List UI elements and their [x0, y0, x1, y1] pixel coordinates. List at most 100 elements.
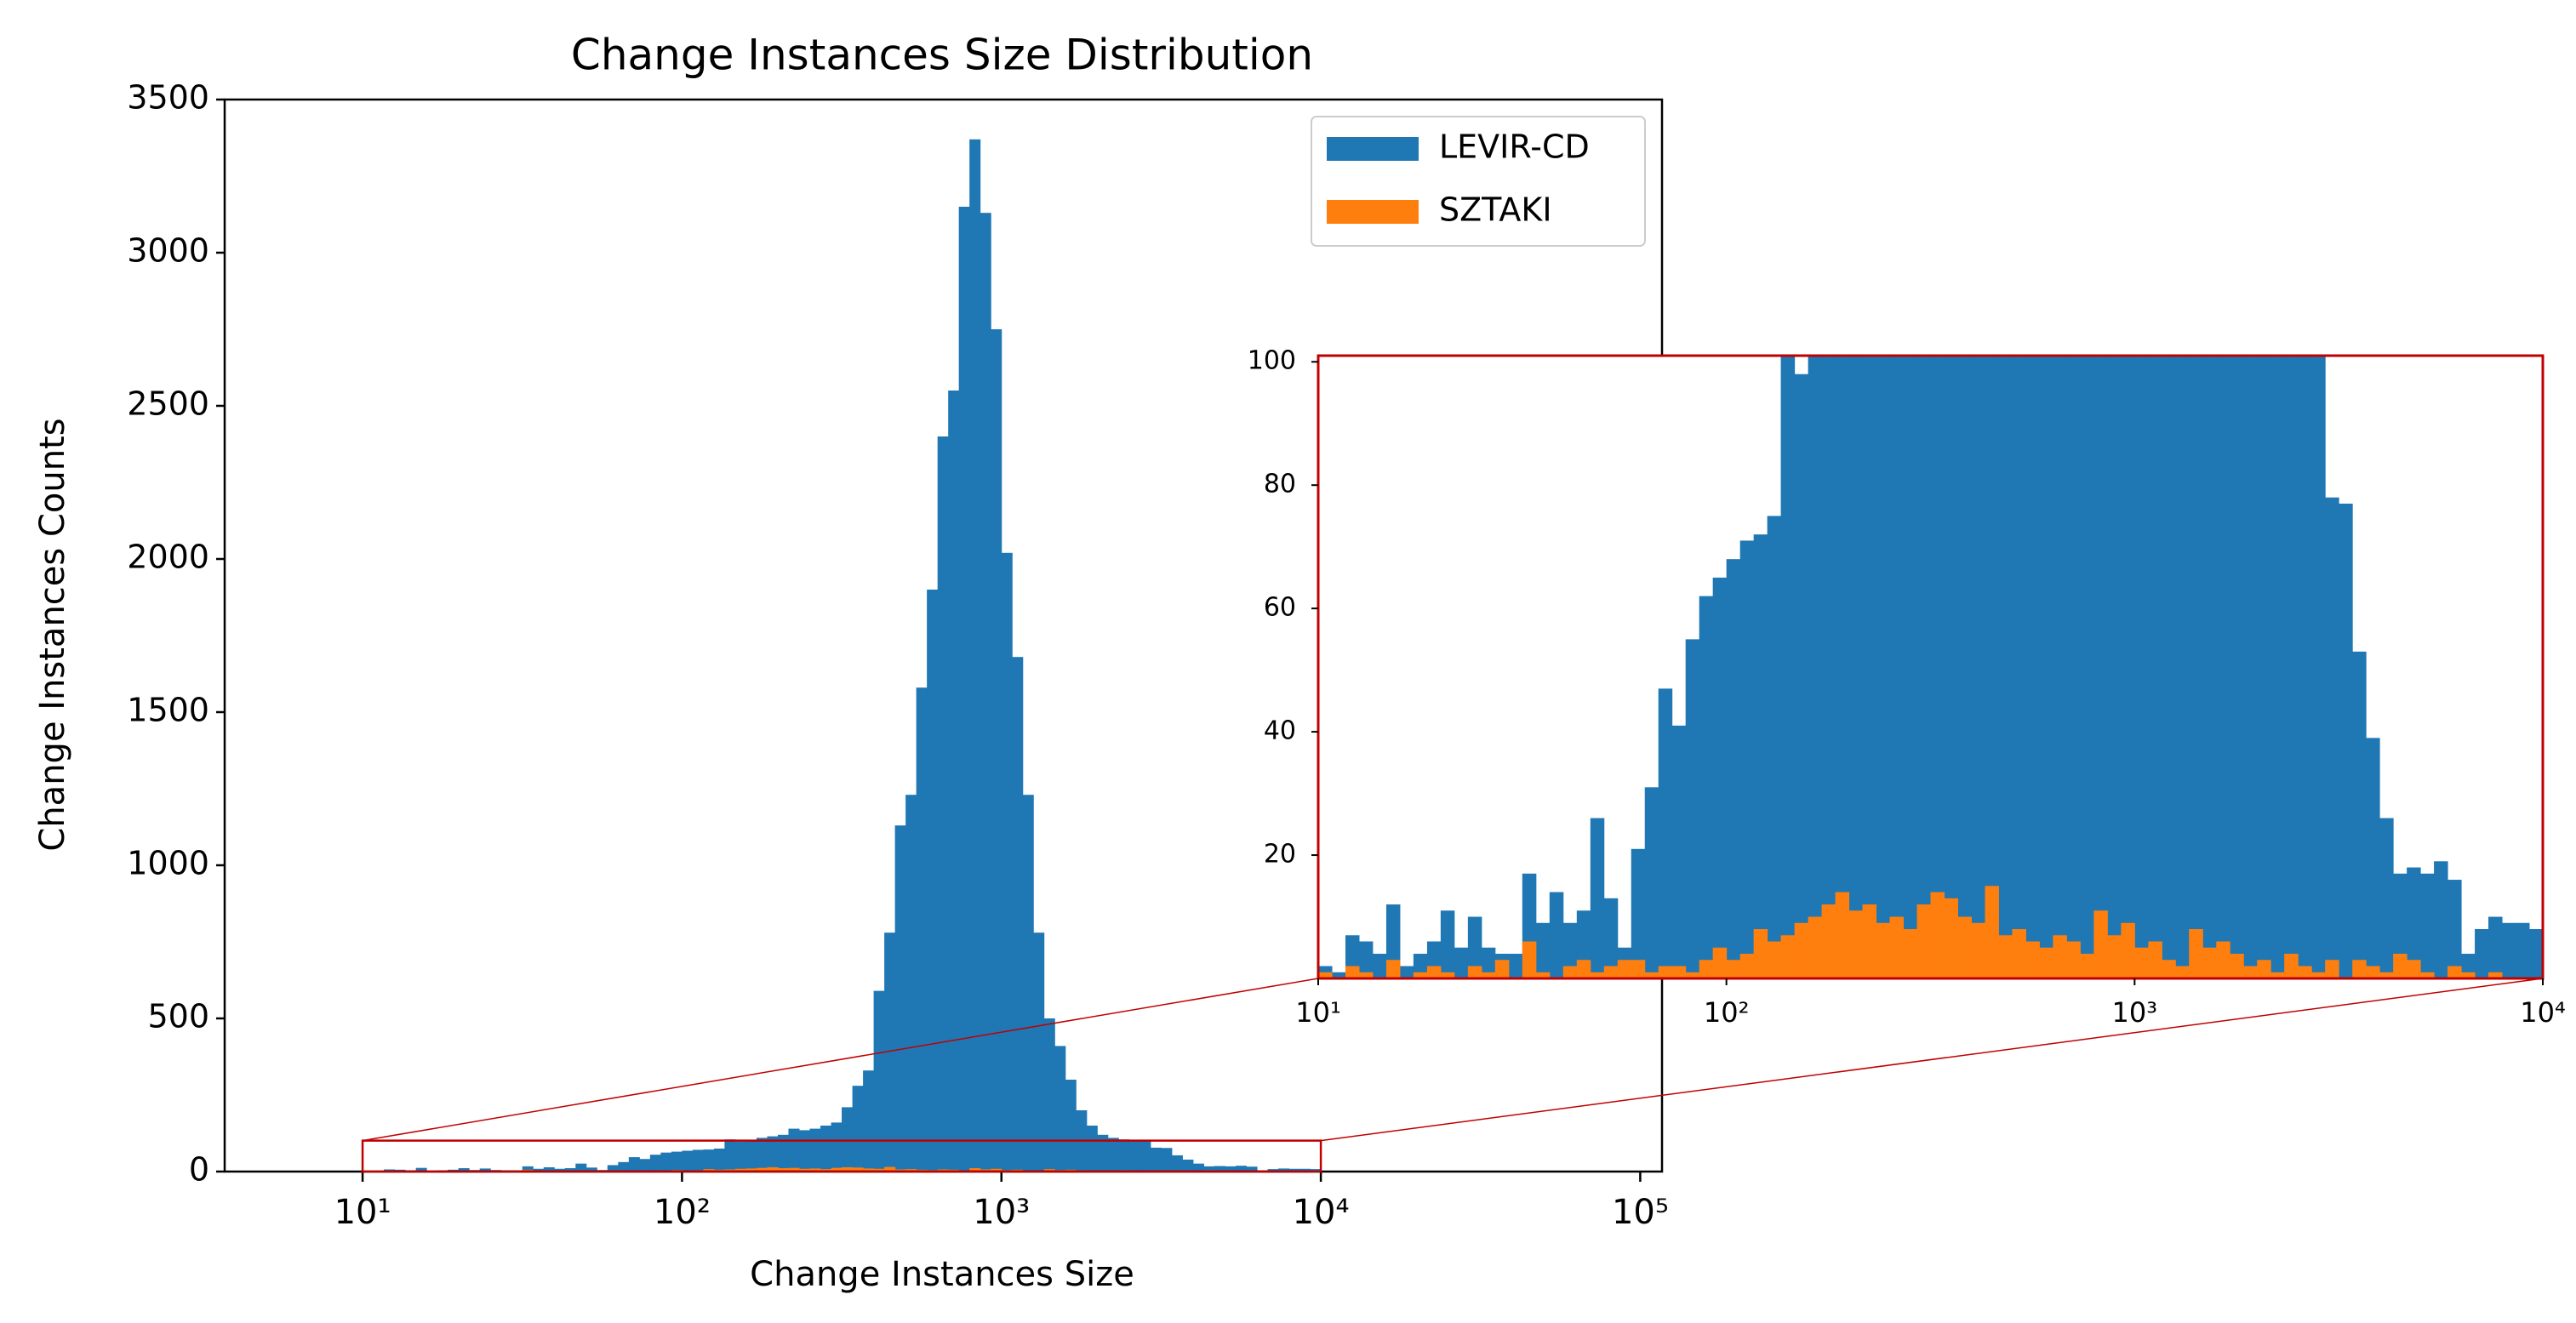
histogram-bar	[1590, 972, 1605, 978]
histogram-bar	[1644, 787, 1659, 978]
histogram-bar	[1235, 1166, 1247, 1172]
histogram-bar	[2447, 880, 2462, 978]
histogram-bar	[1522, 941, 1537, 978]
zoom-connector	[362, 978, 1319, 1142]
histogram-bar	[1603, 966, 1619, 978]
histogram-bar	[2284, 954, 2299, 978]
histogram-bar	[1876, 356, 1891, 978]
histogram-bar	[2447, 966, 2462, 978]
histogram-bar	[2352, 651, 2367, 978]
zoom-box	[361, 1139, 1322, 1173]
histogram-bar	[533, 1168, 545, 1172]
histogram-bar	[2270, 356, 2285, 978]
histogram-bar	[2121, 356, 2135, 978]
histogram-bar	[2502, 922, 2516, 978]
histogram-bar	[2148, 356, 2162, 978]
histogram-bar	[820, 1169, 832, 1172]
histogram-bar	[1318, 972, 1333, 978]
histogram-bar	[692, 1149, 704, 1172]
histogram-bar	[2366, 738, 2380, 978]
histogram-bar	[2107, 356, 2122, 978]
histogram-bar	[2134, 947, 2149, 978]
histogram-bar	[1562, 922, 1578, 978]
inset-y-tick-label: 20	[1264, 840, 1296, 870]
histogram-bar	[873, 990, 885, 1172]
zoom-connector	[1320, 978, 2544, 1142]
histogram-bar	[1171, 1155, 1183, 1172]
histogram-bar	[1481, 972, 1496, 978]
histogram-bar	[2516, 922, 2530, 978]
histogram-bar	[745, 1168, 757, 1172]
histogram-bar	[1957, 916, 1972, 978]
histogram-bar	[2298, 356, 2312, 978]
histogram-bar	[1794, 922, 1809, 978]
histogram-bar	[1985, 886, 1999, 978]
histogram-bar	[2175, 966, 2190, 978]
y-axis-label: Change Instances Counts	[33, 418, 72, 851]
histogram-bar	[2379, 972, 2394, 978]
histogram-bar	[2311, 356, 2326, 978]
histogram-bar	[1658, 688, 1673, 978]
histogram-bar	[1685, 972, 1700, 978]
histogram-bar	[1685, 639, 1700, 978]
histogram-bar	[2230, 954, 2244, 978]
histogram-bar	[1998, 356, 2013, 978]
histogram-bar	[564, 1168, 576, 1172]
inset-x-tick-label: 10³	[2112, 996, 2158, 1029]
histogram-bar	[777, 1134, 789, 1172]
histogram-bar	[1957, 356, 1972, 978]
inset-y-tick-label: 80	[1264, 470, 1296, 499]
histogram-bar	[2107, 935, 2122, 978]
histogram-bar	[969, 1168, 981, 1172]
histogram-bar	[1107, 1138, 1119, 1172]
inset-y-tick-label: 60	[1264, 593, 1296, 623]
histogram-bar	[724, 1169, 736, 1172]
histogram-bar	[1876, 922, 1891, 978]
histogram-bar	[799, 1168, 811, 1172]
histogram-bar	[1590, 818, 1605, 978]
legend-swatch	[1327, 200, 1419, 224]
histogram-bar	[2298, 966, 2312, 978]
histogram-bar	[1971, 356, 1985, 978]
histogram-bar	[842, 1107, 854, 1172]
y-tick-label: 2500	[127, 385, 209, 423]
inset-x-tick-label: 10²	[1704, 996, 1750, 1029]
histogram-bar	[2257, 356, 2271, 978]
histogram-bar	[1753, 929, 1768, 978]
y-tick-label: 2000	[127, 539, 209, 576]
histogram-bar	[2434, 861, 2448, 978]
histogram-bar	[1225, 1166, 1237, 1172]
legend-label: SZTAKI	[1439, 191, 1552, 229]
histogram-bar	[842, 1166, 854, 1172]
histogram-bar	[799, 1130, 811, 1172]
histogram-bar	[863, 1168, 875, 1172]
histogram-bar	[2420, 972, 2435, 978]
histogram-bar	[1671, 966, 1687, 978]
histogram-bar	[1944, 356, 1958, 978]
histogram-bar	[543, 1166, 555, 1172]
histogram-bar	[1065, 1080, 1077, 1172]
histogram-bar	[2325, 960, 2339, 978]
histogram-bar	[734, 1168, 746, 1172]
histogram-bar	[2189, 929, 2203, 978]
histogram-bar	[1246, 1166, 1258, 1172]
y-tick-label: 1000	[127, 845, 209, 882]
histogram-bar	[724, 1139, 736, 1172]
histogram-bar	[1739, 540, 1755, 978]
histogram-bar	[2230, 356, 2244, 978]
legend-swatch	[1327, 137, 1419, 161]
y-tick-label: 0	[189, 1151, 209, 1189]
histogram-bar	[1712, 947, 1728, 978]
histogram-bar	[948, 391, 960, 1172]
x-tick-label: 10³	[973, 1193, 1030, 1232]
x-tick-label: 10²	[654, 1193, 711, 1232]
histogram-bar	[1192, 1163, 1204, 1172]
histogram-bar	[1535, 922, 1551, 978]
histogram-bar	[1780, 935, 1796, 978]
histogram-bar	[1794, 374, 1809, 978]
histogram-bar	[863, 1070, 875, 1172]
histogram-bar	[1699, 960, 1714, 978]
histogram-bar	[639, 1159, 651, 1172]
histogram-bar	[2461, 972, 2476, 978]
histogram-bar	[894, 1169, 906, 1172]
